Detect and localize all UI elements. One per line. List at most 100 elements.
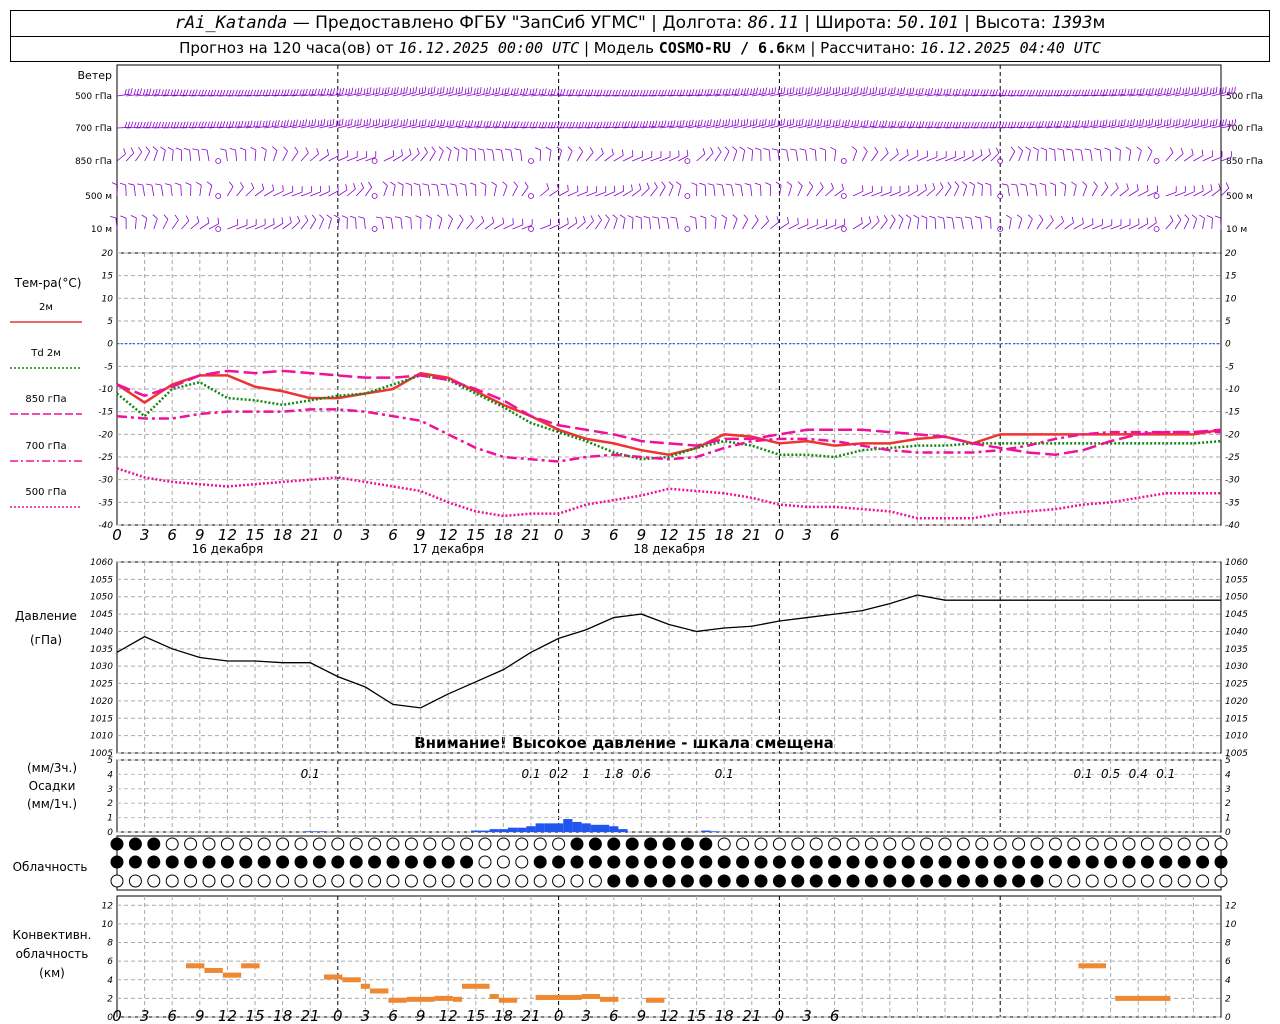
wind-barb-feather xyxy=(431,183,438,186)
cloud-cover-icon xyxy=(699,855,713,869)
wind-barb-feather xyxy=(360,118,362,125)
wind-barb-feather xyxy=(661,181,666,187)
wind-barb-feather xyxy=(222,121,226,128)
cloud-cover-icon xyxy=(864,855,878,869)
wind-barb-icon xyxy=(484,126,499,129)
wind-barb-feather xyxy=(811,118,813,125)
wind-barb-feather xyxy=(293,89,296,96)
wind-barb-feather xyxy=(891,120,894,127)
wind-barb-icon xyxy=(520,150,523,162)
wind-barb-feather xyxy=(952,121,956,128)
wind-barb-icon xyxy=(392,124,407,129)
precip-bar xyxy=(526,826,536,832)
wind-barb-feather xyxy=(1201,149,1204,156)
wind-barb-feather xyxy=(1010,121,1014,128)
wind-barb-icon xyxy=(1110,187,1119,197)
wind-barb-icon xyxy=(411,124,426,129)
wind-barb-feather xyxy=(345,88,348,95)
wind-barb-icon xyxy=(1090,150,1093,162)
wind-barb-feather xyxy=(958,88,961,95)
wind-barb-icon xyxy=(972,94,987,97)
wind-barb-feather xyxy=(916,184,919,191)
wind-barb-feather xyxy=(1057,148,1064,151)
wind-barb-icon xyxy=(834,150,837,162)
wind-barb-feather xyxy=(130,147,135,154)
pressure-ytick-right: 1040 xyxy=(1225,627,1248,637)
wind-barb-feather xyxy=(725,183,732,186)
hour-tick-label: 3 xyxy=(361,526,371,544)
wind-barb-feather xyxy=(797,181,803,187)
pressure-ytick-left: 1025 xyxy=(90,680,113,690)
hour-tick-label: 0 xyxy=(554,526,564,544)
wind-barb-feather xyxy=(845,120,847,127)
wind-barb-feather xyxy=(1078,120,1081,127)
wind-barb-icon xyxy=(151,185,155,197)
precip-bar xyxy=(471,830,481,832)
wind-barb-icon xyxy=(494,93,509,97)
wind-barb-icon xyxy=(1027,150,1031,162)
wind-barb-icon xyxy=(1119,124,1134,129)
wind-barb-feather xyxy=(1127,89,1130,96)
wind-barb-icon xyxy=(843,92,858,97)
cloud-cover-icon xyxy=(1140,855,1154,869)
wind-barb-icon xyxy=(328,93,343,97)
wind-barb-feather xyxy=(372,88,375,95)
wind-barb-feather xyxy=(566,89,569,96)
wind-barb-feather xyxy=(127,121,131,128)
cloud-cover-icon xyxy=(202,874,216,888)
wind-barb-feather xyxy=(198,89,201,96)
wind-barb-icon xyxy=(797,124,812,129)
cloud-cover-icon xyxy=(1177,874,1191,888)
wind-barb-feather xyxy=(597,214,602,221)
wind-barb-feather xyxy=(1142,88,1145,95)
wind-barb-feather xyxy=(924,183,927,190)
temp-series-line xyxy=(116,408,1221,463)
wind-barb-feather xyxy=(1118,89,1121,96)
wind-barb-feather xyxy=(489,120,492,127)
temp-ytick-right: -10 xyxy=(1225,385,1240,395)
cloud-cover-icon xyxy=(184,855,198,869)
wind-barb-icon xyxy=(1036,150,1039,162)
wind-barb-feather xyxy=(495,87,498,94)
wind-barb-icon xyxy=(678,155,689,162)
cloud-cover-icon xyxy=(1214,874,1228,888)
cloud-cover-icon xyxy=(846,837,860,851)
wind-barb-feather xyxy=(776,216,780,223)
cloud-cover-icon xyxy=(828,874,842,888)
wind-barb-feather xyxy=(1084,89,1087,96)
wind-barb-icon xyxy=(742,150,746,162)
wind-barb-icon xyxy=(356,156,367,162)
wind-barb-icon xyxy=(713,185,716,197)
wind-barb-feather xyxy=(467,87,470,94)
wind-barb-feather xyxy=(139,121,143,128)
wind-barb-feather xyxy=(358,216,365,219)
wind-barb-feather xyxy=(670,120,673,127)
wind-barb-feather xyxy=(955,216,962,219)
wind-barb-feather xyxy=(219,148,226,151)
wind-barb-icon xyxy=(365,92,380,97)
wind-barb-feather xyxy=(596,121,600,128)
wind-barb-feather xyxy=(320,119,323,126)
wind-barb-icon xyxy=(788,223,799,230)
wind-barb-feather xyxy=(1185,87,1188,94)
wind-barb-icon xyxy=(356,92,371,97)
wind-barb-feather xyxy=(403,119,405,126)
wind-barb-feather xyxy=(553,121,557,128)
wind-barb-icon xyxy=(273,125,288,129)
wind-barb-icon xyxy=(981,94,996,97)
wind-barb-feather xyxy=(1179,87,1181,94)
cloud-cover-icon xyxy=(809,874,823,888)
day-label: 16 декабря xyxy=(192,542,264,556)
wind-barb-icon xyxy=(445,185,449,197)
wind-barb-icon xyxy=(770,92,784,97)
wind-title: Ветер xyxy=(78,69,112,82)
wind-barb-icon xyxy=(926,126,941,129)
wind-barb-feather xyxy=(1075,148,1082,151)
wind-barb-icon xyxy=(236,126,251,129)
wind-barb-feather xyxy=(1133,118,1135,126)
wind-barb-feather xyxy=(535,88,538,95)
wind-barb-feather xyxy=(229,148,236,151)
wind-barb-feather xyxy=(1200,88,1203,95)
wind-barb-feather xyxy=(286,89,290,96)
wind-barb-feather xyxy=(667,120,670,127)
